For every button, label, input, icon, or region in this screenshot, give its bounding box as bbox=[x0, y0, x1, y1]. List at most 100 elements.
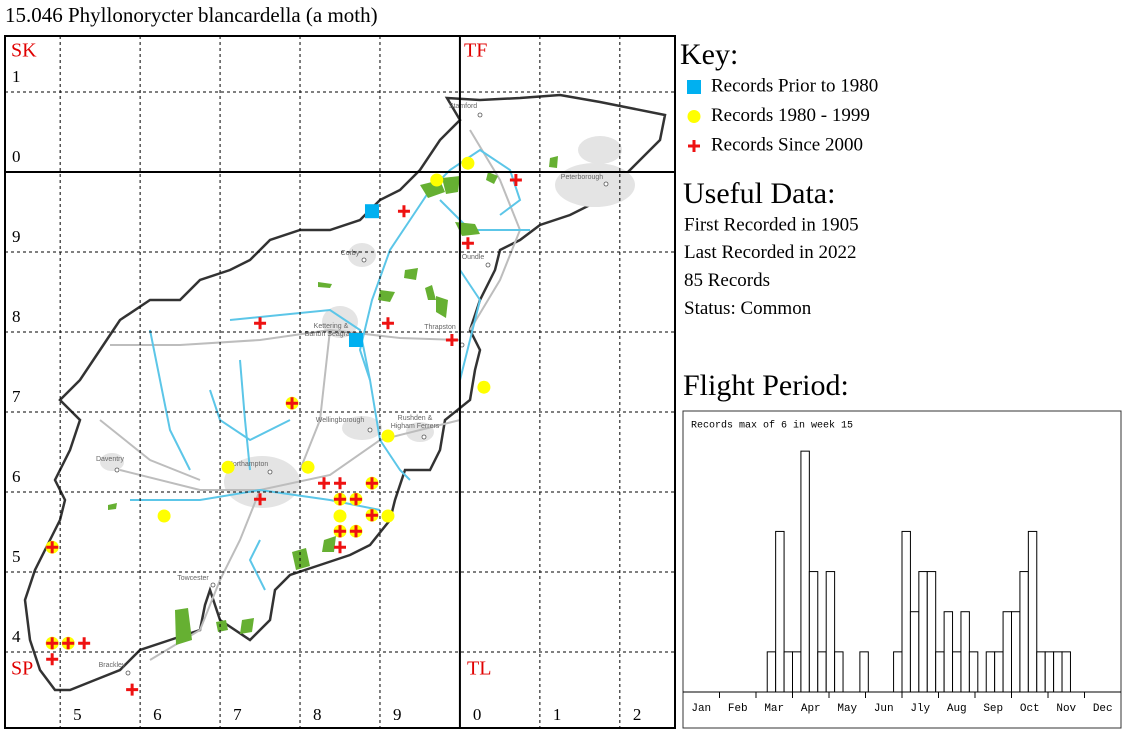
urban-area bbox=[342, 416, 382, 440]
legend-marker bbox=[687, 80, 701, 94]
record-marker bbox=[318, 477, 331, 490]
record-marker bbox=[221, 460, 235, 474]
key-title: Key: bbox=[680, 38, 738, 71]
record-marker bbox=[477, 380, 491, 394]
y-tick-label: 7 bbox=[12, 387, 21, 406]
flight-bar bbox=[935, 651, 945, 693]
flight-bar bbox=[1053, 651, 1063, 693]
hectad-label: SP bbox=[11, 658, 33, 680]
record-marker bbox=[254, 493, 267, 506]
legend-label: Records 1980 - 1999 bbox=[711, 105, 870, 126]
urban-area bbox=[100, 453, 124, 471]
legend-marker bbox=[688, 140, 700, 152]
record-marker bbox=[430, 173, 444, 187]
river bbox=[149, 329, 191, 471]
flight-bar bbox=[994, 651, 1004, 693]
y-tick-label: 5 bbox=[12, 547, 21, 566]
place-label: Kettering & bbox=[314, 323, 349, 330]
town-marker bbox=[125, 670, 131, 676]
month-label: Nov bbox=[1056, 703, 1076, 715]
flight-bar bbox=[901, 530, 911, 693]
wood bbox=[455, 222, 480, 236]
flight-bar bbox=[960, 611, 970, 693]
wood bbox=[436, 296, 448, 318]
flight-bar bbox=[792, 651, 802, 693]
y-tick-label: 1 bbox=[12, 67, 21, 86]
record-marker bbox=[334, 525, 346, 538]
town-marker bbox=[114, 467, 120, 473]
place-label: Oundle bbox=[462, 254, 485, 261]
flight-bar bbox=[1002, 611, 1012, 693]
useful-data-title: Useful Data: bbox=[683, 177, 835, 210]
flight-bar bbox=[1061, 651, 1071, 693]
wood bbox=[442, 176, 460, 194]
y-tick-label: 8 bbox=[12, 307, 21, 326]
record-marker bbox=[397, 205, 410, 218]
town-marker bbox=[267, 469, 273, 475]
town-marker bbox=[603, 181, 609, 187]
town-marker bbox=[477, 112, 483, 118]
month-label: Jun bbox=[874, 703, 894, 715]
record-marker bbox=[46, 541, 59, 554]
record-marker bbox=[78, 637, 91, 650]
record-marker bbox=[286, 397, 299, 410]
record-marker bbox=[381, 317, 394, 330]
place-label: Corby bbox=[341, 250, 360, 257]
month-label: May bbox=[837, 703, 857, 715]
river bbox=[248, 539, 266, 591]
wood bbox=[425, 285, 436, 300]
flight-bar bbox=[834, 651, 844, 693]
flight-bar bbox=[1036, 651, 1046, 693]
place-label: Rushden & bbox=[398, 415, 433, 422]
urban-area bbox=[406, 422, 434, 442]
flight-bar bbox=[893, 651, 903, 693]
place-label: Thrapston bbox=[424, 324, 456, 331]
town-marker bbox=[485, 262, 491, 268]
flight-bar bbox=[817, 651, 827, 693]
useful-data-line: Status: Common bbox=[684, 298, 812, 319]
place-label: Stamford bbox=[449, 103, 478, 110]
x-tick-label: 0 bbox=[473, 705, 482, 724]
town-marker bbox=[361, 257, 367, 263]
flight-bar bbox=[1019, 571, 1029, 693]
record-marker bbox=[157, 509, 171, 523]
record-marker bbox=[334, 477, 346, 490]
flight-bar bbox=[943, 611, 954, 693]
month-label: Jly bbox=[910, 703, 930, 715]
x-tick-label: 2 bbox=[633, 705, 642, 724]
flight-bar bbox=[1044, 651, 1055, 693]
place-label: Daventry bbox=[96, 456, 125, 463]
woodland bbox=[108, 156, 558, 645]
record-marker bbox=[461, 156, 475, 170]
record-marker bbox=[381, 509, 395, 523]
wood bbox=[322, 536, 336, 552]
urban-areas bbox=[100, 136, 635, 508]
road bbox=[299, 329, 331, 471]
record-marker bbox=[348, 333, 363, 347]
flight-bar bbox=[926, 571, 937, 693]
useful-data-line: First Recorded in 1905 bbox=[684, 214, 859, 235]
record-marker bbox=[349, 525, 362, 538]
x-tick-label: 8 bbox=[313, 705, 322, 724]
record-marker bbox=[381, 429, 395, 443]
flight-bar bbox=[952, 651, 962, 693]
flight-bar bbox=[909, 611, 920, 693]
record-marker bbox=[46, 637, 59, 650]
flight-annotation: Records max of 6 in week 15 bbox=[691, 420, 853, 432]
river bbox=[459, 269, 482, 381]
wood bbox=[175, 608, 192, 645]
wood bbox=[292, 548, 310, 570]
record-marker bbox=[334, 541, 346, 554]
road bbox=[110, 328, 461, 346]
record-marker bbox=[445, 334, 458, 346]
base-map bbox=[23, 93, 667, 692]
flight-bar bbox=[800, 450, 810, 693]
useful-data-line: Last Recorded in 2022 bbox=[684, 242, 857, 263]
month-label: Dec bbox=[1093, 703, 1113, 715]
x-tick-label: 7 bbox=[233, 705, 242, 724]
record-marker bbox=[301, 460, 315, 474]
month-label: Sep bbox=[983, 703, 1003, 715]
page-title: 15.046 Phyllonorycter blancardella (a mo… bbox=[5, 3, 378, 27]
river bbox=[239, 359, 251, 471]
